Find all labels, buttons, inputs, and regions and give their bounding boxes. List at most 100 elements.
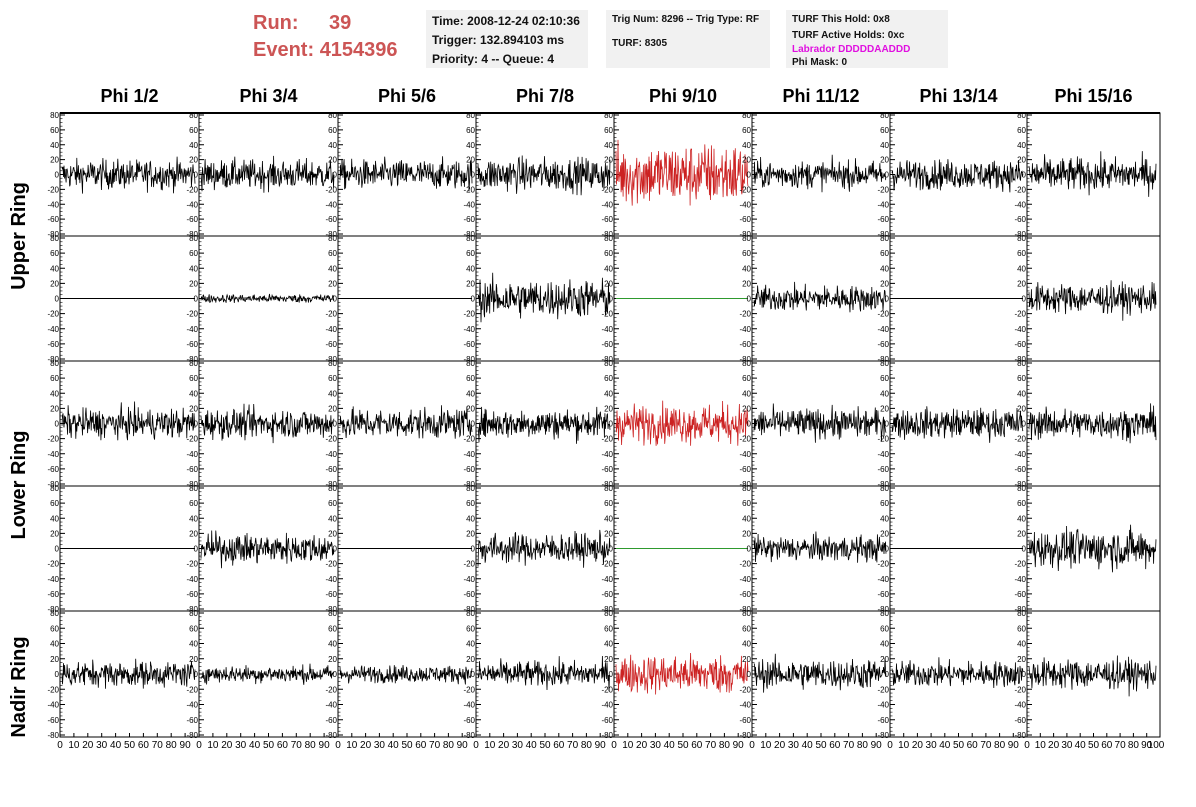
y-tick-label: 0 bbox=[194, 670, 199, 679]
x-tick-label: 10 bbox=[622, 740, 634, 751]
y-tick-label: 20 bbox=[189, 529, 198, 538]
y-tick-label: 60 bbox=[189, 624, 198, 633]
x-tick-label: 90 bbox=[871, 740, 883, 751]
panel-r5-c5: 80 60 40 20 0 -20 -40 -60 -80 bbox=[601, 609, 753, 740]
y-tick-label: 60 bbox=[1017, 499, 1026, 508]
y-tick-label: 60 bbox=[189, 374, 198, 383]
y-tick-label: -60 bbox=[601, 716, 613, 725]
turf-num-text: TURF: 8305 bbox=[612, 38, 668, 49]
y-tick-label: 60 bbox=[466, 374, 475, 383]
y-tick-label: -60 bbox=[47, 215, 59, 224]
y-tick-label: -60 bbox=[877, 590, 889, 599]
y-tick-label: 0 bbox=[885, 545, 890, 554]
y-tick-label: -20 bbox=[463, 685, 475, 694]
y-tick-label: 0 bbox=[471, 545, 476, 554]
x-tick-label: 0 bbox=[887, 740, 893, 751]
waveform-trace bbox=[615, 139, 749, 206]
y-tick-label: -40 bbox=[47, 325, 59, 334]
y-tick-label: 60 bbox=[189, 249, 198, 258]
y-tick-label: 0 bbox=[194, 420, 199, 429]
y-tick-label: 0 bbox=[609, 670, 614, 679]
y-tick-label: 20 bbox=[50, 529, 59, 538]
y-tick-label: -80 bbox=[1014, 355, 1026, 364]
x-tick-label: 40 bbox=[802, 740, 814, 751]
y-tick-label: 0 bbox=[55, 171, 60, 180]
y-tick-label: 80 bbox=[50, 484, 59, 493]
y-tick-label: 40 bbox=[1017, 640, 1026, 649]
y-tick-label: 80 bbox=[189, 484, 198, 493]
y-tick-label: 20 bbox=[880, 279, 889, 288]
x-tick-label: 50 bbox=[953, 740, 965, 751]
column-title-8: Phi 15/16 bbox=[1054, 86, 1133, 106]
x-tick-label: 0 bbox=[611, 740, 617, 751]
x-tick-label: 50 bbox=[124, 740, 136, 751]
y-tick-label: -20 bbox=[47, 560, 59, 569]
y-tick-label: 40 bbox=[328, 264, 337, 273]
x-tick-label: 10 bbox=[898, 740, 910, 751]
y-tick-label: -20 bbox=[877, 685, 889, 694]
y-tick-label: 0 bbox=[1022, 295, 1027, 304]
y-tick-label: -80 bbox=[186, 731, 198, 740]
panel-r1-c8: 80 60 40 20 0 -20 -40 -60 -80 bbox=[1014, 111, 1161, 239]
x-tick-label: 90 bbox=[180, 740, 192, 751]
column-title-2: Phi 3/4 bbox=[239, 86, 298, 106]
y-tick-label: 40 bbox=[466, 514, 475, 523]
y-tick-label: 20 bbox=[466, 156, 475, 165]
waveform-trace bbox=[200, 663, 335, 685]
x-tick-label: 70 bbox=[1115, 740, 1127, 751]
x-tick-label: 30 bbox=[96, 740, 108, 751]
waveform-trace bbox=[1028, 151, 1157, 197]
panel-r1-c5: 80 60 40 20 0 -20 -40 -60 -80 bbox=[601, 111, 753, 239]
y-tick-label: 80 bbox=[880, 111, 889, 120]
x-tick-label: 0 bbox=[749, 740, 755, 751]
y-tick-label: 80 bbox=[880, 609, 889, 618]
panel-r1-c7: 80 60 40 20 0 -20 -40 -60 -80 bbox=[877, 111, 1028, 239]
turf-this-hold-text: TURF This Hold: 0x8 bbox=[792, 14, 890, 25]
y-tick-label: -40 bbox=[186, 325, 198, 334]
y-tick-label: -80 bbox=[1014, 480, 1026, 489]
y-tick-label: -60 bbox=[1014, 215, 1026, 224]
x-tick-label: 60 bbox=[138, 740, 150, 751]
x-tick-label: 40 bbox=[664, 740, 676, 751]
column-title-5: Phi 9/10 bbox=[648, 86, 718, 106]
y-tick-label: 40 bbox=[466, 640, 475, 649]
y-tick-label: -20 bbox=[601, 685, 613, 694]
x-tick-label: 0 bbox=[335, 740, 341, 751]
x-tick-label: 80 bbox=[581, 740, 593, 751]
y-tick-label: -80 bbox=[186, 605, 198, 614]
y-tick-label: 80 bbox=[742, 484, 751, 493]
waveform-trace bbox=[891, 657, 1024, 689]
y-tick-label: -80 bbox=[601, 605, 613, 614]
y-tick-label: 40 bbox=[880, 141, 889, 150]
y-tick-label: -80 bbox=[463, 731, 475, 740]
y-tick-label: 40 bbox=[189, 640, 198, 649]
y-tick-label: 80 bbox=[328, 484, 337, 493]
y-tick-label: -20 bbox=[739, 435, 751, 444]
y-tick-label: 20 bbox=[50, 655, 59, 664]
y-tick-label: -60 bbox=[47, 716, 59, 725]
x-tick-label: 10 bbox=[346, 740, 358, 751]
waveform-trace bbox=[61, 658, 196, 689]
x-tick-label: 90 bbox=[733, 740, 745, 751]
waveform-trace bbox=[339, 665, 473, 685]
y-tick-label: 20 bbox=[189, 655, 198, 664]
x-tick-label: 70 bbox=[980, 740, 992, 751]
panel-r5-c2: 80 60 40 20 0 -20 -40 -60 -80 bbox=[186, 609, 339, 740]
y-tick-label: 80 bbox=[604, 359, 613, 368]
y-tick-label: 40 bbox=[604, 264, 613, 273]
x-tick-label: 30 bbox=[1061, 740, 1073, 751]
y-tick-label: 40 bbox=[50, 141, 59, 150]
y-tick-label: 60 bbox=[742, 249, 751, 258]
y-tick-label: 20 bbox=[1017, 279, 1026, 288]
y-tick-label: -80 bbox=[877, 480, 889, 489]
y-tick-label: 0 bbox=[471, 295, 476, 304]
panel-r2-c5: 80 60 40 20 0 -20 -40 -60 -80 bbox=[601, 234, 753, 364]
x-tick-label: 70 bbox=[843, 740, 855, 751]
y-tick-label: 80 bbox=[1017, 609, 1026, 618]
y-tick-label: 60 bbox=[604, 499, 613, 508]
y-tick-label: 60 bbox=[50, 374, 59, 383]
y-tick-label: -20 bbox=[186, 560, 198, 569]
y-tick-label: 40 bbox=[742, 514, 751, 523]
y-tick-label: 0 bbox=[747, 545, 752, 554]
y-tick-label: -20 bbox=[877, 560, 889, 569]
